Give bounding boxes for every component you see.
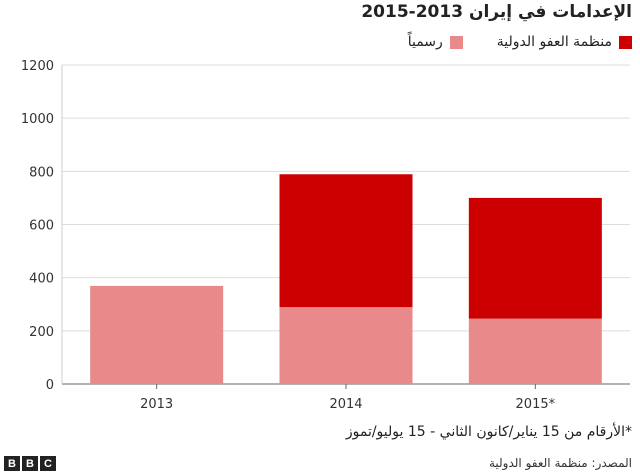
legend: منظمة العفو الدولية رسمياً (374, 34, 632, 50)
legend-swatch-amnesty (619, 35, 632, 49)
legend-swatch-official (449, 35, 463, 49)
bar-official-0 (90, 285, 224, 384)
y-tick-label: 1000 (21, 112, 54, 127)
x-tick-label: 2013 (140, 397, 173, 412)
bbc-logo: B B C (4, 456, 58, 471)
y-tick-label: 0 (46, 378, 54, 393)
x-tick-label: 2015* (516, 397, 556, 412)
y-tick-label: 1200 (21, 59, 54, 74)
bbc-logo-letter-3: C (40, 456, 56, 471)
legend-label-amnesty: منظمة العفو الدولية (496, 34, 612, 50)
legend-label-official: رسمياً (407, 34, 443, 50)
bbc-logo-letter-1: B (4, 456, 20, 471)
legend-item-official: رسمياً (408, 34, 463, 50)
bar-amnesty-1 (279, 174, 413, 308)
footnote: *الأرقام من 15 يناير/كانون الثاني - 15 ي… (345, 424, 632, 440)
x-tick-label: 2014 (329, 397, 362, 412)
y-tick-label: 200 (29, 325, 54, 340)
bar-official-2 (468, 318, 602, 384)
y-tick-label: 400 (29, 272, 54, 287)
bar-amnesty-2 (468, 197, 602, 319)
y-tick-label: 800 (29, 165, 54, 180)
source-note: المصدر: منظمة العفو الدولية (488, 456, 632, 470)
chart-plot: 0 200 400 600 800 1000 1200 2013 2014 2015* (21, 59, 630, 412)
legend-item-amnesty: منظمة العفو الدولية (497, 34, 632, 50)
bbc-logo-letter-2: B (22, 456, 38, 471)
y-tick-label: 600 (29, 219, 54, 234)
chart-title: الإعدامات في إيران 2013-2015 (361, 2, 632, 22)
bar-official-1 (279, 307, 413, 384)
